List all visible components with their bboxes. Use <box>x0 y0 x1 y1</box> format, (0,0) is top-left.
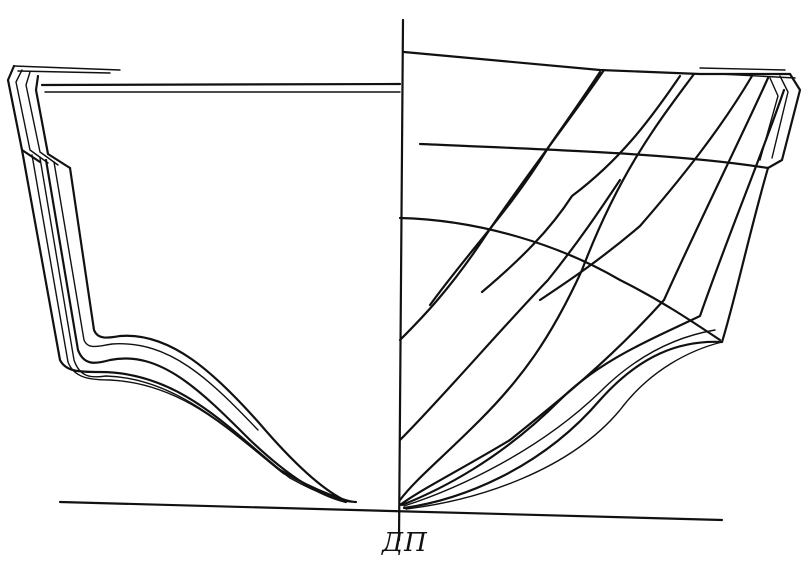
deck-edge-left <box>40 82 402 87</box>
waterline-1 <box>398 216 722 342</box>
bulwark-top-right <box>699 67 786 71</box>
bulwark-left-2 <box>15 69 49 164</box>
section-left-2 <box>31 154 353 503</box>
buttock-right-4 <box>398 178 622 442</box>
bulwark-top-left <box>13 65 121 71</box>
deck-line-right <box>402 50 792 76</box>
bulwark-top-right-2 <box>719 73 796 79</box>
section-right-6 <box>405 341 723 510</box>
right-fore-sections <box>398 50 802 510</box>
left-aft-sections <box>6 64 402 504</box>
section-left-4 <box>44 158 348 504</box>
baseline <box>58 500 724 522</box>
buttock-right-3 <box>538 74 754 302</box>
buttock-right-1 <box>428 70 602 307</box>
section-left-6 <box>68 166 346 502</box>
section-right-2 <box>398 72 696 502</box>
bulwark-left-3 <box>25 71 59 166</box>
bulwark-left-4 <box>34 74 72 170</box>
centerline <box>397 18 405 542</box>
section-right-4 <box>400 88 786 507</box>
bulwark-right-2 <box>771 75 789 159</box>
section-left-5 <box>53 161 259 431</box>
bulwark-left <box>6 64 42 164</box>
section-right-7 <box>403 329 716 507</box>
centerline-label: ДП <box>382 528 428 558</box>
section-right-5 <box>402 166 770 510</box>
section-outer-left <box>20 148 358 504</box>
sheer-line-right <box>418 142 770 170</box>
section-left-3 <box>39 157 285 475</box>
bulwark-top-left-2 <box>17 70 111 74</box>
section-right-3 <box>398 76 770 507</box>
bulwark-right <box>766 72 802 170</box>
buttock-right-2 <box>480 74 682 294</box>
